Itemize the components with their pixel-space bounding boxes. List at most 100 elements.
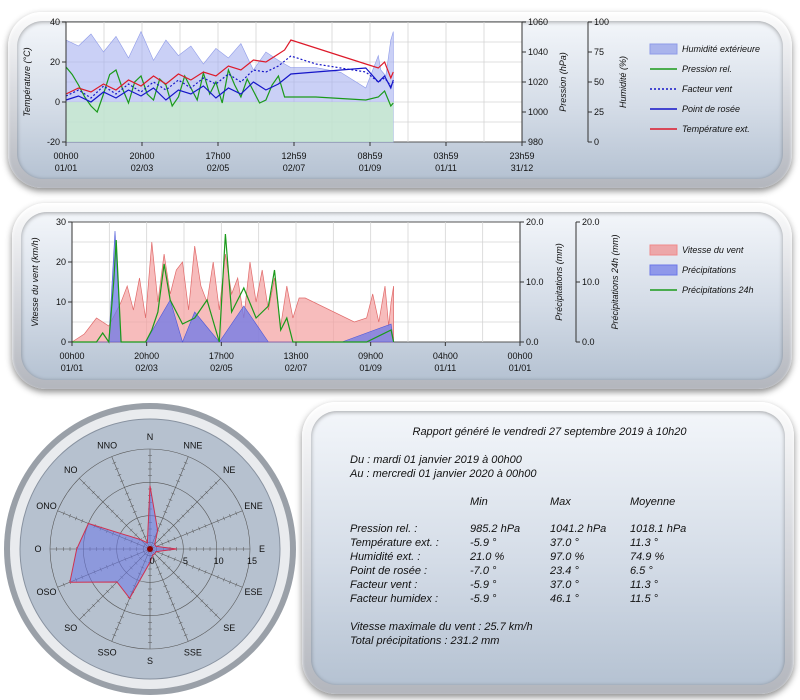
y-axis-humidity-tick-label: 50 (594, 77, 604, 87)
rose-tick (222, 577, 225, 582)
y-axis-precip-tick-label: 20.0 (526, 217, 544, 227)
x-tick-label-date: 01/01 (61, 363, 84, 373)
y-axis-precip-title: Précipitations (mm) (554, 243, 564, 321)
y-axis-humidity-tick-label: 100 (594, 17, 609, 27)
x-tick-label-time: 13h00 (283, 351, 308, 361)
rose-tick (130, 504, 135, 507)
x-tick-label-date: 02/07 (283, 163, 306, 173)
rose-tick (158, 523, 163, 526)
report-row-min: -5.9 ° (470, 593, 497, 605)
rose-spoke (149, 548, 221, 620)
y-axis-humidity-tick-label: 75 (594, 47, 604, 57)
report-inner (311, 411, 785, 685)
legend-label: Température ext. (682, 124, 750, 134)
report-row-label: Humidité ext. : (350, 551, 421, 563)
rose-tick (134, 533, 138, 537)
y-axis-humidity-tick-label: 0 (594, 137, 599, 147)
rose-tick (183, 634, 188, 637)
rose-tick (81, 518, 84, 523)
rose-tick (87, 608, 91, 612)
x-tick-label-time: 08h59 (357, 151, 382, 161)
rose-tick (186, 509, 190, 513)
report-row-label: Température ext. : (350, 537, 439, 549)
rose-direction-label: NNO (97, 441, 117, 451)
rose-tick (68, 513, 71, 518)
rose-center (147, 546, 153, 552)
rose-tick (178, 474, 183, 477)
rose-tick (185, 531, 188, 536)
rose-tick (222, 516, 225, 521)
report-row-avg: 11.3 ° (630, 537, 659, 549)
rose-tick (112, 461, 117, 464)
rose-direction-label: SSO (98, 647, 117, 657)
rose-tick (176, 575, 180, 579)
rose-tick (163, 584, 168, 587)
report-row-label: Point de rosée : (350, 565, 428, 577)
rose-tick (140, 529, 145, 532)
x-tick-label-time: 12h59 (281, 151, 306, 161)
rose-tick (119, 615, 124, 618)
rose-direction-label: SE (223, 623, 235, 633)
rose-tick (114, 467, 119, 470)
y-axis-left-tick-label: 40 (50, 17, 60, 27)
rose-direction-label: NO (64, 465, 78, 475)
y-axis-precip24-tick-label: 0.0 (582, 337, 595, 347)
rose-radial-label: 5 (183, 556, 188, 566)
rose-tick (200, 495, 204, 499)
rose-tick (178, 621, 183, 624)
y-axis-left-tick-label: 0 (55, 97, 60, 107)
frost-band (66, 102, 394, 142)
report-row-avg: 11.3 ° (630, 579, 659, 591)
rose-tick (185, 562, 188, 567)
legend-label: Précipitations (682, 265, 737, 275)
rose-direction-label: S (147, 656, 153, 666)
rose-tick (165, 504, 170, 507)
series-line (65, 66, 394, 114)
rose-tick (117, 621, 122, 624)
rose-tick (167, 566, 171, 570)
x-tick-label-time: 17h00 (205, 151, 230, 161)
rose-tick (168, 498, 173, 501)
rose-tick (82, 613, 86, 617)
report-row-avg: 1018.1 hPa (630, 523, 687, 535)
y-axis-precip-tick-label: 10.0 (526, 277, 544, 287)
legend-label: Humidité extérieure (682, 44, 760, 54)
rose-direction-label: ESE (244, 587, 262, 597)
rose-tick (190, 589, 195, 594)
x-tick-label-time: 09h00 (358, 351, 383, 361)
rose-spoke (149, 478, 221, 550)
y-axis-left-title: Température (°C) (22, 47, 32, 116)
wind-rose: N NNE NE ENE E ESE SE SSE S SSO SO OSO O ONO NO NNO 0 5 10… (4, 403, 296, 695)
legend-label: Vitesse du vent (682, 245, 744, 255)
rose-direction-label: NNE (183, 441, 202, 451)
rose-tick (198, 526, 201, 531)
legend-swatch (649, 264, 678, 276)
rose-tick (181, 467, 186, 470)
rose-direction-label: ONO (36, 501, 57, 511)
rose-tick (167, 528, 171, 532)
legend-label: Point de rosée (682, 104, 740, 114)
y-axis-pressure-tick-label: 1000 (528, 107, 548, 117)
y-axis-precip24-tick-label: 10.0 (582, 277, 600, 287)
rose-tick (181, 514, 185, 518)
rose-tick (62, 511, 65, 516)
rose-tick (209, 608, 213, 612)
y-axis-precip24-title: Précipitations 24h (mm) (610, 234, 620, 329)
y-axis-precip24-tick-label: 20.0 (582, 217, 600, 227)
rose-tick (62, 582, 65, 587)
rose-tick (235, 582, 238, 587)
rose-direction-label: E (259, 544, 265, 554)
rose-tick (229, 580, 232, 585)
rose-tick (167, 554, 170, 559)
rose-tick (200, 599, 204, 603)
rose-tick (119, 480, 124, 483)
rose-tick (181, 628, 186, 631)
rose-radial-label: 10 (214, 556, 224, 566)
y-axis-wind-tick-label: 20 (56, 257, 66, 267)
report-panel (302, 402, 794, 694)
x-tick-label-date: 02/05 (210, 363, 233, 373)
rose-direction-label: SO (64, 623, 77, 633)
rose-tick (153, 560, 158, 563)
rose-radial-label: 0 (149, 556, 154, 566)
